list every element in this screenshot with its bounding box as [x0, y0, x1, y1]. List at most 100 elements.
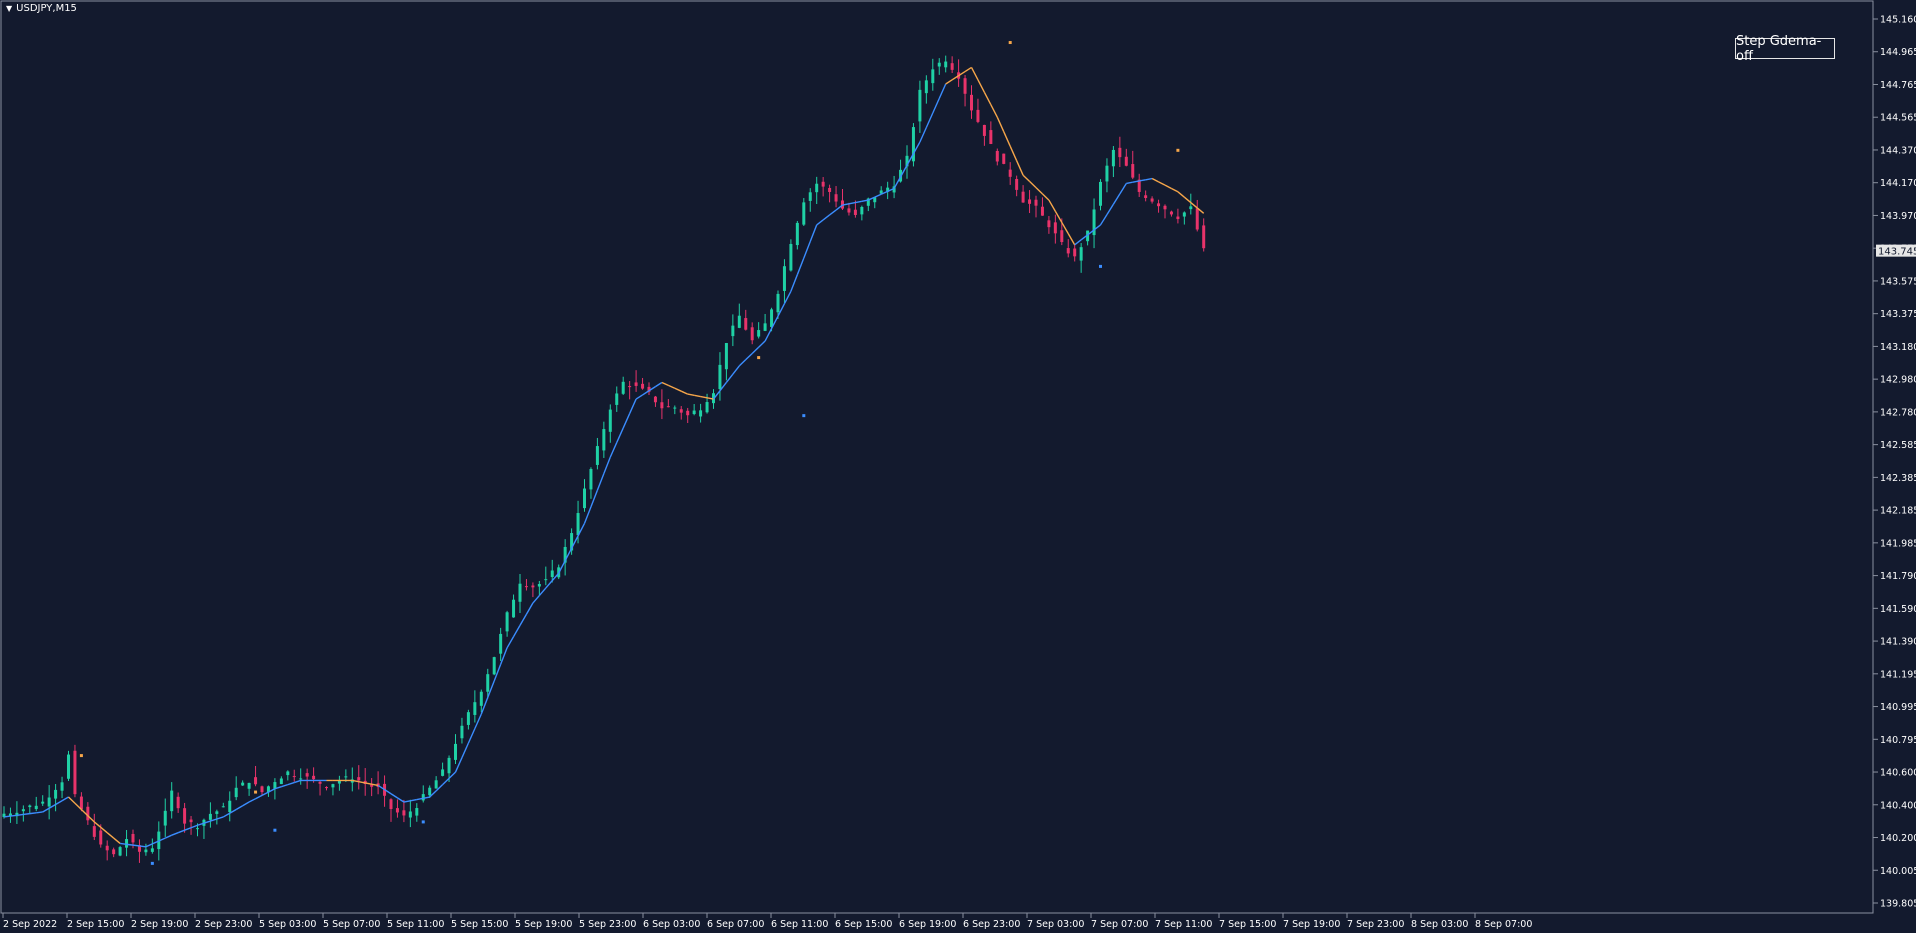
y-tick-label: 139.805	[1880, 899, 1916, 910]
candle-body	[1002, 153, 1006, 164]
ma-segment	[648, 386, 656, 392]
candle-body	[653, 396, 657, 403]
candle-body	[802, 202, 806, 225]
ma-segment	[229, 808, 237, 814]
candle-body	[1189, 206, 1193, 210]
x-tick-label: 2 Sep 23:00	[195, 919, 252, 930]
signal-marker	[150, 861, 154, 865]
ma-segment	[1177, 191, 1185, 198]
x-tick-label: 7 Sep 03:00	[1027, 919, 1084, 930]
candle-body	[428, 787, 432, 796]
ma-segment	[674, 387, 682, 392]
ma-segment	[23, 812, 30, 816]
x-tick-label: 7 Sep 23:00	[1347, 919, 1404, 930]
ma-segment	[861, 199, 869, 202]
ma-segment	[758, 340, 766, 348]
candle-body	[266, 786, 270, 793]
candle-body	[782, 266, 786, 291]
ma-segment	[197, 822, 205, 826]
x-tick-label: 6 Sep 03:00	[643, 919, 700, 930]
candle-body	[847, 208, 851, 213]
candle-body	[1182, 212, 1186, 217]
candle-body	[183, 808, 187, 824]
ma-segment	[3, 815, 11, 818]
ma-segment	[958, 70, 966, 77]
ma-segment	[61, 796, 69, 802]
ma-segment	[68, 796, 76, 804]
ma-segment	[596, 473, 605, 491]
ma-segment	[506, 636, 515, 649]
candle-body	[1124, 156, 1128, 166]
x-tick-label: 6 Sep 07:00	[707, 919, 764, 930]
candle-body	[686, 410, 690, 416]
ma-segment	[80, 808, 89, 817]
ma-segment	[687, 393, 695, 397]
ma-segment	[132, 844, 140, 847]
x-tick-label: 5 Sep 23:00	[579, 919, 636, 930]
y-tick-label: 144.565	[1880, 113, 1916, 124]
ma-segment	[255, 794, 263, 800]
ma-segment	[829, 209, 837, 216]
current-price-label: 143.745	[1878, 247, 1916, 258]
ma-segment	[777, 303, 786, 317]
ma-segment	[493, 664, 502, 682]
ma-segment	[635, 394, 643, 400]
ma-segment	[887, 187, 895, 192]
candle-body	[950, 63, 954, 70]
symbol-label: ▼ USDJPY,M15	[6, 3, 77, 14]
ma-segment	[371, 783, 379, 787]
candle-body	[692, 410, 696, 415]
y-tick-label: 141.390	[1880, 637, 1916, 648]
ma-segment	[294, 779, 301, 784]
ma-segment	[1016, 160, 1024, 176]
step-gdema-toggle-button[interactable]: Step Gdema-off	[1735, 34, 1835, 64]
candle-body	[770, 309, 774, 327]
ma-segment	[1009, 145, 1018, 161]
ma-segment	[377, 784, 385, 791]
ma-segment	[499, 647, 508, 665]
candle-body	[67, 754, 70, 779]
ma-segment	[100, 826, 108, 834]
x-tick-label: 7 Sep 11:00	[1155, 919, 1212, 930]
candle-body	[995, 150, 999, 162]
candle-body	[647, 386, 651, 392]
symbol-text: USDJPY,M15	[16, 3, 77, 14]
x-tick-label: 8 Sep 07:00	[1475, 919, 1532, 930]
signal-marker	[273, 828, 277, 832]
ma-segment	[1132, 180, 1140, 183]
candle-body	[99, 830, 103, 845]
y-tick-label: 141.195	[1880, 669, 1916, 680]
ma-segment	[1164, 184, 1172, 190]
candle-body	[757, 330, 761, 337]
candle-body	[982, 124, 986, 136]
x-tick-label: 6 Sep 23:00	[963, 919, 1020, 930]
candle-body	[221, 806, 225, 808]
dropdown-triangle-icon[interactable]: ▼	[6, 4, 13, 13]
candle-body	[344, 776, 348, 778]
ma-segment	[551, 572, 560, 582]
candle-body	[641, 383, 645, 389]
candle-body	[395, 808, 399, 813]
ma-segment	[899, 164, 908, 178]
ma-segment	[951, 75, 959, 81]
candle-body	[47, 797, 51, 807]
ma-segment	[1067, 233, 1076, 246]
ma-segment	[848, 201, 856, 205]
ma-segment	[764, 328, 773, 342]
ma-segment	[570, 535, 579, 549]
ma-segment	[1074, 239, 1082, 246]
signal-marker	[1008, 41, 1012, 45]
candle-body	[41, 801, 45, 804]
candle-body	[125, 839, 129, 848]
ma-segment	[203, 820, 211, 824]
ma-segment	[655, 381, 663, 388]
candle-body	[1137, 179, 1141, 192]
candle-body	[731, 325, 735, 337]
x-tick-label: 5 Sep 07:00	[323, 919, 380, 930]
ma-segment	[906, 153, 915, 166]
ma-segment	[93, 821, 102, 828]
ma-segment	[1099, 214, 1108, 226]
ma-segment	[454, 757, 463, 773]
ma-segment	[603, 456, 611, 474]
